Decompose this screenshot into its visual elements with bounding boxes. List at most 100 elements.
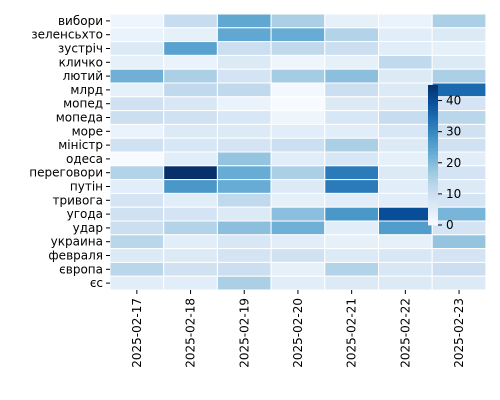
colorbar-segment <box>428 173 438 177</box>
heatmap-cell <box>109 27 165 43</box>
colorbar-segment <box>428 192 438 196</box>
colorbar-segment <box>428 127 438 130</box>
heatmap-cell <box>109 165 165 181</box>
heatmap-cell <box>324 27 379 43</box>
colorbar-segment <box>428 85 438 88</box>
heatmap-cell <box>109 54 165 70</box>
heatmap-cell <box>163 82 218 98</box>
heatmap-cell <box>109 41 165 56</box>
heatmap-cell <box>324 206 379 222</box>
heatmap-cell <box>109 179 165 194</box>
heatmap-cell <box>431 41 487 56</box>
heatmap-cell <box>163 165 218 181</box>
colorbar-tick-label: 40 <box>446 94 461 108</box>
heatmap-cell <box>431 234 487 250</box>
colorbar-segment <box>428 124 438 128</box>
heatmap-cell <box>324 165 379 181</box>
heatmap-cell <box>431 54 487 70</box>
colorbar-segment <box>428 94 438 98</box>
y-tick-label: мопед <box>63 97 103 111</box>
colorbar-segment <box>428 206 438 210</box>
heatmap-cell <box>216 27 272 43</box>
heatmap-cell <box>163 275 218 291</box>
colorbar-segment <box>428 194 438 198</box>
heatmap-cell <box>163 179 218 194</box>
colorbar-tick-label: 10 <box>446 187 461 201</box>
colorbar-segment <box>428 222 438 226</box>
heatmap-cell <box>163 206 218 222</box>
colorbar-segment <box>428 155 438 158</box>
heatmap-cell <box>109 234 165 250</box>
heatmap-cell <box>324 110 379 125</box>
colorbar-segment <box>428 190 438 193</box>
colorbar-segment <box>428 120 438 123</box>
heatmap-cell <box>431 137 487 153</box>
heatmap-cell <box>431 13 487 29</box>
heatmap-cell <box>163 41 218 56</box>
heatmap-cell <box>378 165 433 181</box>
colorbar-segment <box>428 89 438 93</box>
heatmap-cell <box>378 220 433 236</box>
heatmap-cell <box>216 82 272 98</box>
heatmap-cell <box>270 137 326 153</box>
colorbar-segment <box>428 122 438 126</box>
colorbar-segment <box>428 92 438 95</box>
heatmap-cell <box>163 151 218 167</box>
colorbar-segment <box>428 87 438 91</box>
heatmap-cell <box>216 261 272 277</box>
heatmap-cell <box>109 151 165 167</box>
colorbar-segment <box>428 201 438 205</box>
colorbar-segment <box>428 164 438 168</box>
y-tick-label: путін <box>70 180 103 194</box>
colorbar-segment <box>428 185 438 189</box>
colorbar-segment <box>428 215 438 219</box>
heatmap-cell <box>216 110 272 125</box>
y-tick-label: зеленсьхто <box>31 28 103 42</box>
colorbar-segment <box>428 106 438 109</box>
heatmap-cell <box>163 123 218 139</box>
y-tick-label: тривога <box>53 193 103 207</box>
x-tick-label: 2025-02-19 <box>237 298 251 368</box>
colorbar-segment <box>428 143 438 147</box>
heatmap-cell <box>324 248 379 263</box>
colorbar-segment <box>428 113 438 116</box>
y-tick-label: млрд <box>70 83 103 97</box>
colorbar-segment <box>428 152 438 156</box>
heatmap-cell <box>324 151 379 167</box>
heatmap-cell <box>324 137 379 153</box>
y-tick-label: угода <box>67 207 103 221</box>
y-tick-label: мопеда <box>56 111 103 125</box>
colorbar-segment <box>428 183 438 186</box>
heatmap-cell <box>109 110 165 125</box>
colorbar-segment <box>428 101 438 105</box>
y-tick-label: море <box>72 124 103 138</box>
heatmap-cell <box>216 41 272 56</box>
heatmap-cell <box>109 261 165 277</box>
heatmap-cell <box>378 234 433 250</box>
heatmap-cell <box>270 68 326 84</box>
heatmap-cell <box>431 68 487 84</box>
colorbar-segment <box>428 166 438 170</box>
heatmap-cell <box>270 165 326 181</box>
heatmap-cell <box>216 179 272 194</box>
colorbar-segment <box>428 96 438 100</box>
heatmap-cell <box>324 234 379 250</box>
colorbar-segment <box>428 129 438 133</box>
colorbar-segment <box>428 171 438 175</box>
heatmap-cell <box>270 234 326 250</box>
heatmap-cell <box>270 82 326 98</box>
heatmap-cell <box>109 248 165 263</box>
heatmap-cell <box>378 27 433 43</box>
y-tick-label: вибори <box>58 14 103 28</box>
heatmap-cell <box>270 192 326 208</box>
heatmap-cell <box>378 54 433 70</box>
heatmap-cell <box>270 13 326 29</box>
heatmap-cell <box>216 13 272 29</box>
heatmap-cell <box>324 13 379 29</box>
colorbar-segment <box>428 150 438 154</box>
colorbar-segment <box>428 169 438 172</box>
heatmap-cell <box>109 137 165 153</box>
colorbar-segment <box>428 178 438 182</box>
heatmap-cell <box>431 248 487 263</box>
heatmap-cell <box>324 261 379 277</box>
